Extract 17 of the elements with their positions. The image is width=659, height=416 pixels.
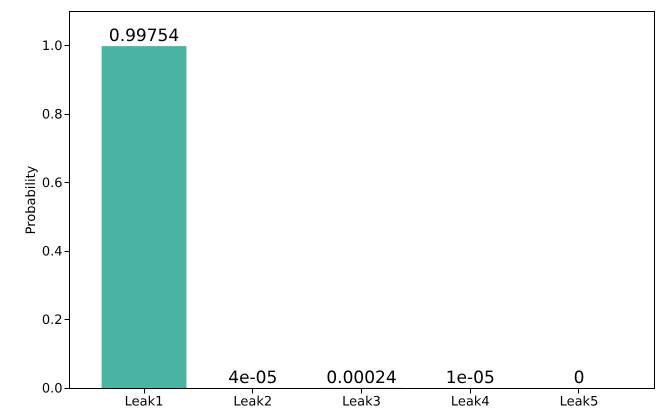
y-tick-label: 0.4	[42, 244, 62, 260]
x-tick-label: Leak5	[560, 394, 598, 410]
y-tick-label: 0.0	[42, 382, 62, 396]
x-tick-label: Leak2	[233, 394, 272, 410]
data-label: 4e-05	[228, 368, 278, 388]
data-label: 0.99754	[108, 26, 180, 46]
data-label: 1e-05	[446, 368, 495, 388]
data-label: 0.00024	[326, 368, 397, 388]
y-tick-label: 0.2	[42, 312, 62, 328]
x-tick-label: Leak4	[450, 394, 490, 410]
data-label: 0	[574, 368, 584, 388]
y-axis-title: Probability	[24, 165, 39, 234]
x-tick-label: Leak3	[342, 394, 381, 410]
x-tick-label: Leak1	[124, 394, 164, 410]
y-tick-label: 0.8	[42, 107, 62, 122]
y-tick-label: 0.6	[42, 176, 62, 191]
y-tick-label: 1.0	[42, 38, 62, 54]
